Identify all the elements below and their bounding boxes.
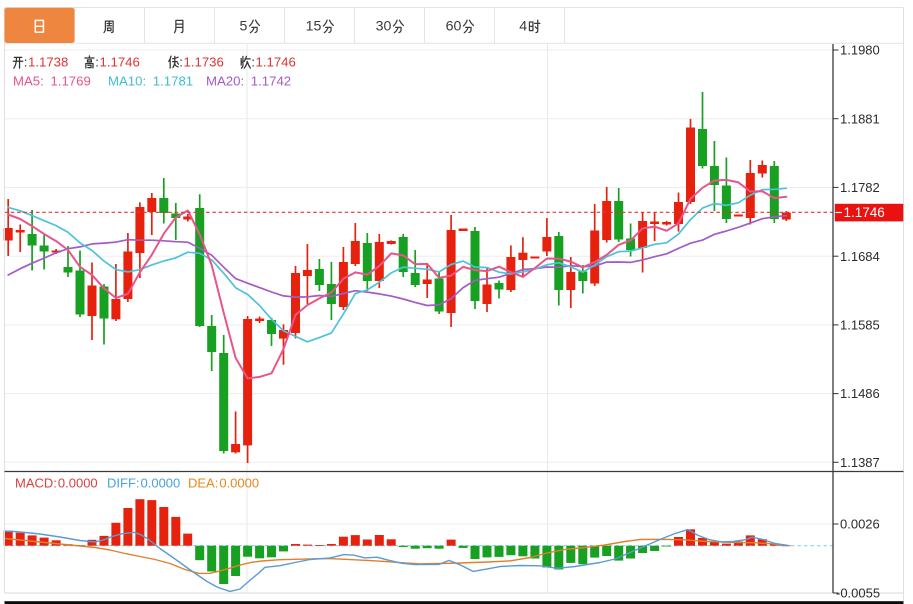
svg-text:5: 5 bbox=[240, 18, 248, 34]
svg-text:MACD:0.0000: MACD:0.0000 bbox=[15, 476, 98, 491]
svg-text:15: 15 bbox=[306, 18, 322, 34]
svg-text::: : bbox=[179, 55, 183, 70]
svg-text:1.1881: 1.1881 bbox=[840, 111, 880, 126]
svg-text:1.1746: 1.1746 bbox=[844, 205, 885, 220]
svg-text:4: 4 bbox=[519, 18, 527, 34]
svg-text:1.1585: 1.1585 bbox=[840, 318, 880, 333]
svg-text:1.1736: 1.1736 bbox=[184, 55, 224, 70]
svg-text:1.1738: 1.1738 bbox=[28, 55, 68, 70]
svg-text:1.1746: 1.1746 bbox=[100, 55, 140, 70]
svg-text:1.1387: 1.1387 bbox=[840, 455, 880, 470]
svg-text:1.1746: 1.1746 bbox=[256, 55, 296, 70]
svg-text::: : bbox=[95, 55, 99, 70]
svg-text:1.1980: 1.1980 bbox=[840, 43, 880, 58]
svg-text:30: 30 bbox=[376, 18, 392, 34]
svg-text:MA20: 1.1742: MA20: 1.1742 bbox=[206, 74, 291, 89]
svg-text:DEA:0.0000: DEA:0.0000 bbox=[188, 476, 259, 491]
svg-text::: : bbox=[251, 55, 255, 70]
svg-text:-0.0055: -0.0055 bbox=[836, 586, 880, 601]
svg-text:MA5: 1.1769: MA5: 1.1769 bbox=[13, 74, 91, 89]
svg-text:1.1782: 1.1782 bbox=[840, 180, 880, 195]
svg-text::: : bbox=[24, 55, 28, 70]
svg-text:1.1486: 1.1486 bbox=[840, 386, 880, 401]
svg-text:0.0026: 0.0026 bbox=[840, 517, 880, 532]
svg-text:MA10: 1.1781: MA10: 1.1781 bbox=[108, 74, 193, 89]
svg-text:1.1684: 1.1684 bbox=[840, 249, 880, 264]
svg-text:60: 60 bbox=[446, 18, 462, 34]
svg-text:DIFF:0.0000: DIFF:0.0000 bbox=[107, 476, 180, 491]
